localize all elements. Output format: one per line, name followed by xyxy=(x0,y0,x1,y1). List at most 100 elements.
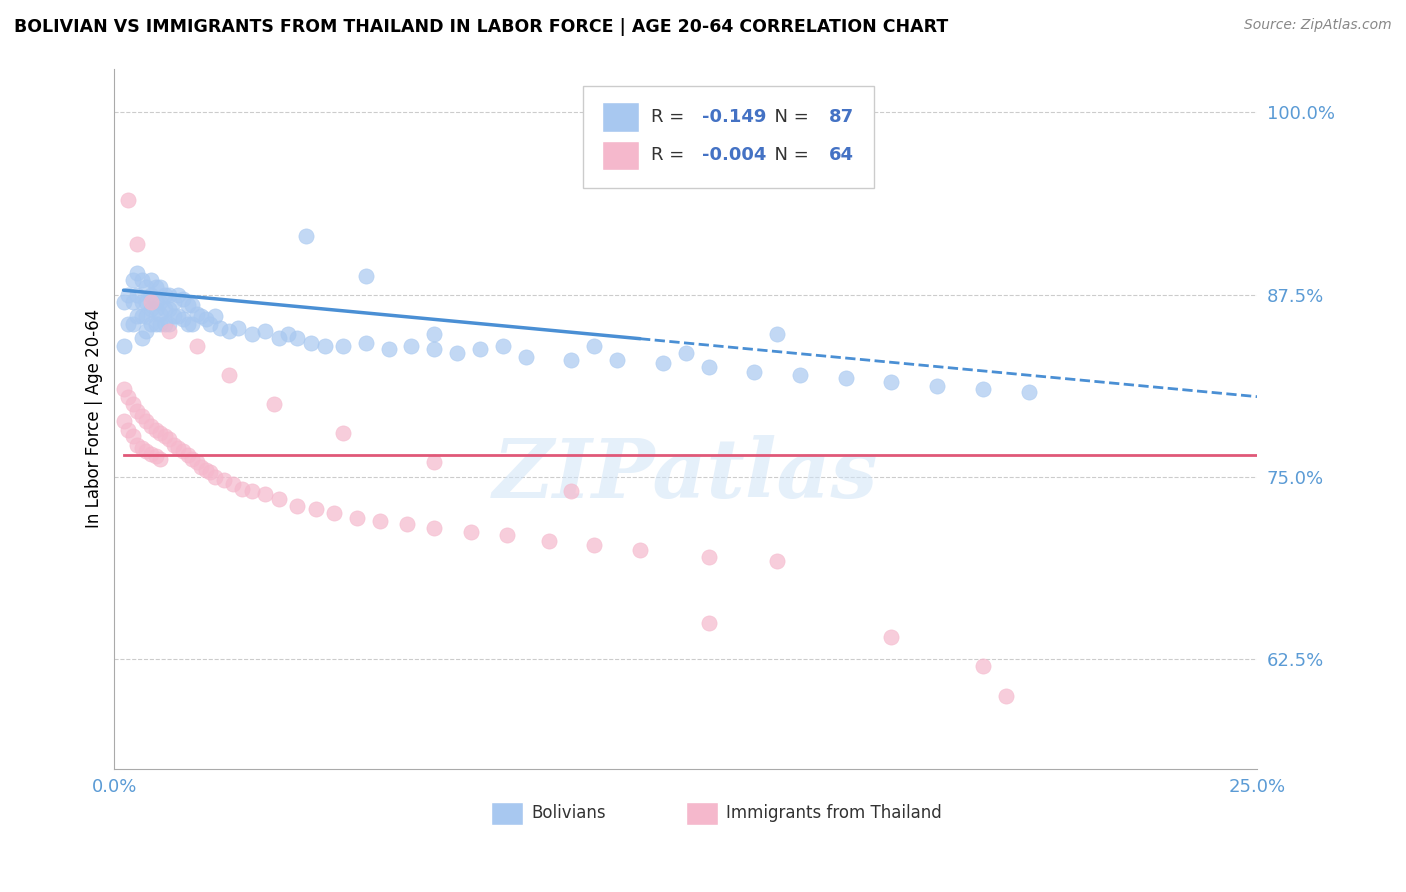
Point xyxy=(117,193,139,207)
Point xyxy=(263,397,285,411)
Point xyxy=(190,459,212,474)
Point xyxy=(117,287,139,301)
Point xyxy=(149,452,172,467)
Point xyxy=(131,273,153,287)
Point xyxy=(112,338,135,352)
Point xyxy=(181,317,204,331)
Point xyxy=(157,317,180,331)
Point xyxy=(153,429,176,443)
Point xyxy=(880,375,903,389)
Point xyxy=(395,516,418,531)
Point xyxy=(537,534,560,549)
Point xyxy=(149,306,172,320)
Point xyxy=(181,452,204,467)
Point xyxy=(117,423,139,437)
Text: Immigrants from Thailand: Immigrants from Thailand xyxy=(725,805,942,822)
Point xyxy=(285,331,308,345)
Point xyxy=(139,294,162,309)
Point xyxy=(468,342,491,356)
Point xyxy=(131,294,153,309)
Point xyxy=(834,370,856,384)
Point xyxy=(186,338,208,352)
Point xyxy=(994,689,1017,703)
Point xyxy=(423,326,446,341)
Text: -0.004: -0.004 xyxy=(702,146,766,164)
Point xyxy=(135,443,157,458)
FancyBboxPatch shape xyxy=(583,86,875,187)
Point xyxy=(145,423,167,437)
Point xyxy=(121,273,143,287)
Point xyxy=(766,326,789,341)
Point xyxy=(460,525,482,540)
Point xyxy=(401,338,423,352)
Point xyxy=(697,550,720,565)
Point xyxy=(972,659,994,673)
Point xyxy=(222,477,245,491)
Point xyxy=(167,310,190,324)
Point xyxy=(697,360,720,375)
Point xyxy=(157,432,180,446)
Point xyxy=(583,538,606,552)
Point xyxy=(515,351,537,365)
Point xyxy=(492,338,515,352)
Point xyxy=(200,466,222,480)
Text: N =: N = xyxy=(763,108,815,126)
Point xyxy=(135,414,157,428)
Point xyxy=(139,317,162,331)
Point xyxy=(139,287,162,301)
Point xyxy=(149,280,172,294)
Point xyxy=(299,335,322,350)
Point xyxy=(240,326,263,341)
Point xyxy=(135,280,157,294)
Point xyxy=(560,484,582,499)
Point xyxy=(117,317,139,331)
Point xyxy=(121,397,143,411)
Point xyxy=(226,321,249,335)
Point xyxy=(127,266,149,280)
Text: ZIPatlas: ZIPatlas xyxy=(494,434,879,515)
Point xyxy=(135,294,157,309)
Point xyxy=(606,353,628,368)
Point xyxy=(131,331,153,345)
Point xyxy=(117,390,139,404)
Point xyxy=(163,310,186,324)
Point xyxy=(131,310,153,324)
Point xyxy=(332,338,354,352)
Text: R =: R = xyxy=(651,108,690,126)
Point xyxy=(172,292,194,306)
Point xyxy=(145,450,167,464)
Point xyxy=(208,321,231,335)
Point xyxy=(139,446,162,460)
Point xyxy=(112,294,135,309)
Point xyxy=(131,441,153,455)
Point xyxy=(675,346,697,360)
Point xyxy=(583,338,606,352)
Point xyxy=(167,441,190,455)
Point xyxy=(200,317,222,331)
Text: -0.149: -0.149 xyxy=(702,108,766,126)
Point xyxy=(135,324,157,338)
Point xyxy=(135,310,157,324)
Point xyxy=(176,298,198,312)
Point xyxy=(163,294,186,309)
Point xyxy=(157,302,180,317)
Point xyxy=(194,312,217,326)
Point xyxy=(121,317,143,331)
Point xyxy=(880,630,903,644)
Point xyxy=(267,491,290,506)
FancyBboxPatch shape xyxy=(602,102,638,131)
Point xyxy=(112,383,135,397)
Point xyxy=(423,455,446,469)
Point xyxy=(218,324,240,338)
Point xyxy=(377,342,399,356)
Text: R =: R = xyxy=(651,146,690,164)
Point xyxy=(139,273,162,287)
Point xyxy=(194,462,217,476)
Text: N =: N = xyxy=(763,146,815,164)
Point xyxy=(145,302,167,317)
Point xyxy=(368,514,391,528)
Point xyxy=(204,310,226,324)
Point xyxy=(285,499,308,513)
Point xyxy=(254,487,277,501)
Point xyxy=(176,317,198,331)
